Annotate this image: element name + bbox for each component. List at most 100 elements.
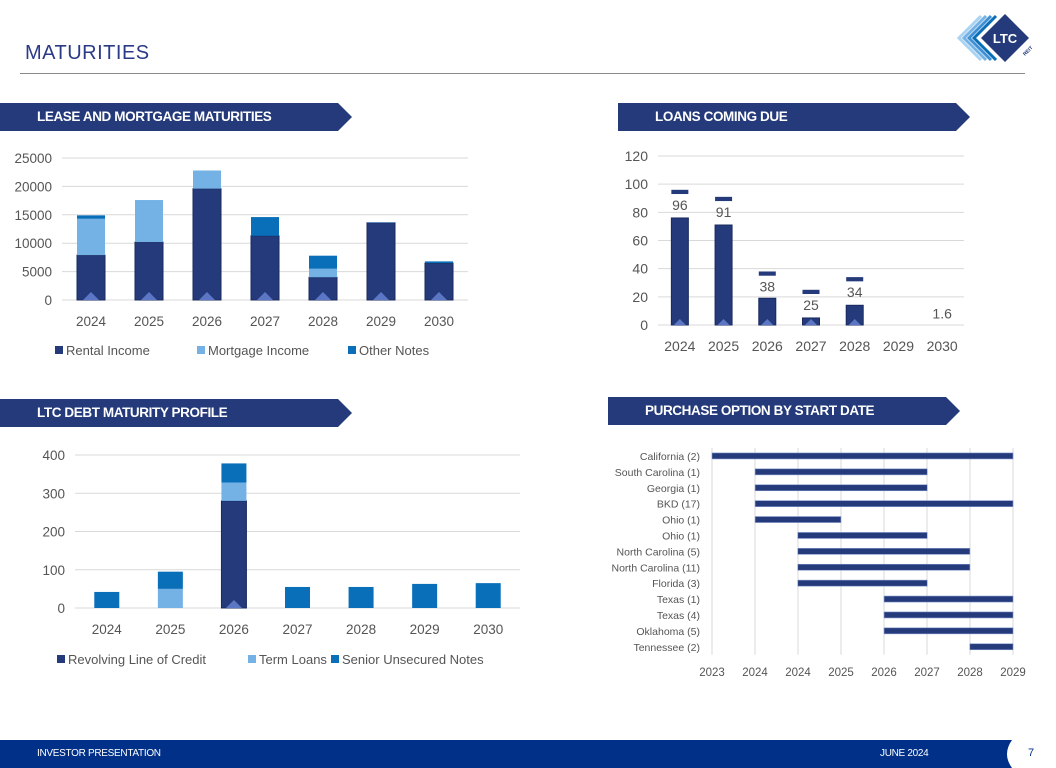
bar-bevel [805, 319, 817, 325]
bar-rental-income [250, 235, 280, 301]
y-tick-label: 0 [57, 601, 65, 616]
x-tick-label: 2024 [664, 338, 695, 354]
legend-swatch [331, 655, 339, 663]
gantt-bar [797, 532, 928, 539]
bar-mortgage-income [309, 268, 337, 278]
bar-senior-unsecured-notes [221, 463, 247, 483]
y-tick-label: 200 [42, 525, 65, 540]
y-tick-label: 120 [625, 148, 649, 164]
y-tick-label: 300 [42, 486, 65, 501]
legend-swatch [248, 655, 256, 663]
bar [714, 224, 733, 326]
y-tick-label: 40 [632, 261, 648, 277]
title-divider [20, 73, 1025, 74]
page-tab [1007, 740, 1056, 768]
y-category-label: Ohio (1) [662, 515, 700, 527]
footer-date: JUNE 2024 [880, 748, 929, 759]
banner-loans: LOANS COMING DUE [618, 103, 970, 131]
legend-swatch [197, 346, 205, 354]
x-tick-label: 2026 [871, 667, 897, 679]
x-tick-label: 2025 [828, 667, 854, 679]
data-label: 34 [847, 284, 863, 300]
data-label: 38 [759, 278, 775, 294]
gantt-bar [969, 643, 1014, 651]
banner-purchase-label: PURCHASE OPTION BY START DATE [645, 403, 875, 418]
y-tick-label: 60 [632, 233, 648, 249]
page-number: 7 [1028, 747, 1035, 759]
bar-bevel [225, 600, 242, 608]
bar-bevel [257, 292, 273, 300]
bar-senior-unsecured-notes [285, 586, 310, 608]
x-tick-label: 2029 [410, 622, 440, 637]
page-title: MATURITIES [25, 42, 150, 64]
banner-loans-label: LOANS COMING DUE [655, 109, 788, 124]
banner-debt: LTC DEBT MATURITY PROFILE [0, 399, 352, 427]
y-tick-label: 10000 [14, 236, 52, 251]
bar-term-loans [221, 482, 247, 501]
y-category-label: Oklahoma (5) [636, 626, 700, 638]
x-tick-label: 2028 [839, 338, 870, 354]
y-category-label: Tennessee (2) [633, 642, 700, 654]
gantt-bar [883, 627, 1014, 635]
y-tick-label: 80 [632, 204, 648, 220]
y-tick-label: 20 [632, 289, 648, 305]
bar-cap [802, 289, 820, 295]
x-tick-label: 2026 [192, 314, 222, 329]
bar-senior-unsecured-notes [348, 586, 374, 608]
bar-senior-unsecured-notes [157, 571, 183, 589]
gantt-bar [883, 611, 1014, 619]
x-tick-label: 2029 [366, 314, 396, 329]
gantt-bar [711, 452, 1014, 460]
bar-other-notes [251, 217, 279, 236]
bar-senior-unsecured-notes [475, 583, 501, 608]
gantt-bar [797, 579, 928, 587]
bar-bevel [673, 319, 686, 325]
banner-debt-label: LTC DEBT MATURITY PROFILE [37, 405, 228, 420]
bar-senior-unsecured-notes [94, 591, 120, 608]
bar-revolving-line-of-credit [220, 500, 247, 609]
x-tick-label: 2024 [742, 667, 768, 679]
footer-left-text: INVESTOR PRESENTATION [37, 748, 161, 759]
y-category-label: Georgia (1) [647, 483, 700, 495]
x-tick-label: 2027 [914, 667, 940, 679]
banner-lease-label: LEASE AND MORTGAGE MATURITIES [37, 109, 272, 124]
bar-bevel [431, 292, 447, 300]
legend-swatch [348, 346, 356, 354]
y-category-label: Texas (4) [657, 610, 700, 622]
bar-bevel [761, 319, 774, 325]
y-category-label: North Carolina (5) [617, 546, 700, 558]
data-label: 1.6 [932, 306, 952, 322]
bar [670, 217, 689, 326]
x-tick-label: 2025 [708, 338, 739, 354]
x-tick-label: 2030 [927, 338, 958, 354]
y-category-label: Texas (1) [657, 594, 700, 606]
gantt-bar [754, 484, 928, 492]
legend-label: Mortgage Income [208, 343, 309, 358]
x-tick-label: 2024 [785, 667, 811, 679]
x-tick-label: 2025 [134, 314, 164, 329]
y-category-label: North Carolina (11) [611, 562, 700, 574]
y-tick-label: 5000 [22, 265, 52, 280]
banner-lease-mortgage: LEASE AND MORTGAGE MATURITIES [0, 103, 352, 131]
x-tick-label: 2028 [308, 314, 338, 329]
logo-text: LTC [993, 31, 1018, 46]
bar-cap [758, 271, 776, 276]
bar-bevel [373, 292, 389, 300]
x-tick-label: 2028 [957, 667, 983, 679]
bar-senior-unsecured-notes [412, 583, 438, 608]
bar-bevel [83, 292, 99, 300]
x-tick-label: 2025 [155, 622, 185, 637]
bar-rental-income [192, 188, 222, 301]
legend-label: Other Notes [359, 343, 430, 358]
x-tick-label: 2030 [424, 314, 454, 329]
bar-mortgage-income [193, 170, 221, 189]
footer-bar: INVESTOR PRESENTATION JUNE 2024 7 [0, 740, 1056, 768]
y-tick-label: 400 [42, 448, 65, 463]
gantt-bar [754, 500, 1014, 507]
x-tick-label: 2026 [752, 338, 783, 354]
y-tick-label: 0 [44, 293, 52, 308]
legend-swatch [57, 655, 65, 663]
y-category-label: California (2) [640, 451, 700, 463]
bar-bevel [141, 292, 157, 300]
x-tick-label: 2027 [795, 338, 826, 354]
